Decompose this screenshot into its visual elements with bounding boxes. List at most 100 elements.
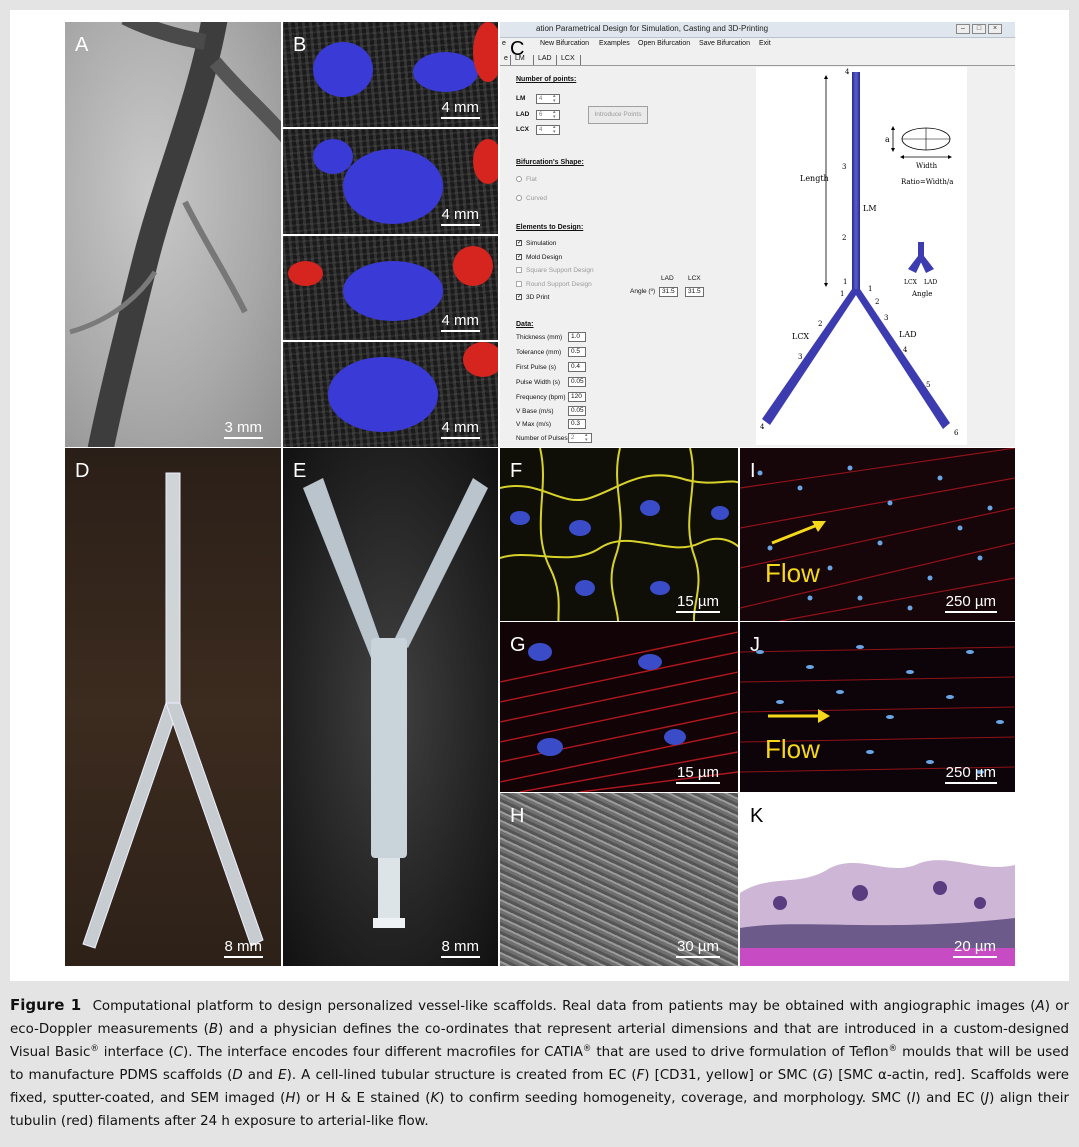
scalebar-i: 250 µm	[944, 594, 997, 613]
panel-letter-g: G	[510, 634, 526, 656]
tab-lad[interactable]: LAD	[533, 55, 552, 65]
panel-b-doppler-4: 4 mm	[283, 342, 498, 447]
data-input-pulse-width[interactable]: 0.05	[568, 377, 586, 387]
checkbox-square-support-label: Square Support Design	[526, 267, 594, 274]
menu-exit[interactable]: Exit	[759, 40, 771, 47]
checkbox-square-support[interactable]	[516, 267, 522, 273]
lcx-point-1: 1	[840, 290, 844, 298]
panel-letter-f: F	[510, 460, 523, 482]
tab-divider	[580, 55, 585, 65]
menu-new-bifurcation[interactable]: New Bifurcation	[540, 40, 590, 47]
angle-lad-input[interactable]: 31.5	[659, 287, 678, 297]
tab-lcx[interactable]: LCX	[556, 55, 575, 65]
bifurcation-canvas: Length LM LAD LCX 4 3 2 1 1 2 3 4 1 2 3 …	[756, 67, 967, 445]
radio-curved[interactable]	[516, 195, 522, 201]
label-lad: LAD	[899, 330, 917, 339]
close-button[interactable]: ×	[988, 24, 1002, 34]
label-a: a	[885, 135, 890, 144]
lad-point-5: 5	[926, 381, 930, 389]
panel-letter-c: C	[510, 38, 525, 60]
angle-label: Angle (º)	[630, 288, 656, 295]
figure-label: Figure 1	[10, 996, 82, 1014]
he-stain-image	[740, 860, 1015, 966]
bifurcation-diagram: Length LM LAD LCX 4 3 2 1 1 2 3 4 1 2 3 …	[760, 68, 959, 437]
scaffold-e-image	[303, 478, 488, 928]
lcx-point-4: 4	[760, 423, 765, 431]
data-input-tolerance[interactable]: 0.5	[568, 347, 586, 357]
checkbox-3d-print[interactable]: ✓	[516, 294, 523, 300]
panel-j-ec-flow: J Flow 250 µm	[740, 622, 1015, 792]
checkbox-3d-print-label: 3D Print	[526, 294, 550, 301]
lcx-branch	[762, 289, 860, 425]
data-input-thickness[interactable]: 1.0	[568, 332, 586, 342]
data-spinner-number-of-pulses[interactable]: 2	[568, 433, 592, 443]
angle-lcx-input[interactable]: 31.5	[685, 287, 704, 297]
label-lcx: LCX	[792, 332, 809, 341]
panel-letter-h: H	[510, 805, 525, 827]
lad-branch	[852, 289, 950, 429]
lm-branch	[852, 72, 860, 292]
points-label-lm: LM	[516, 95, 526, 102]
menu-examples[interactable]: Examples	[599, 40, 630, 47]
data-label-pulse-width: Pulse Width (s)	[516, 379, 561, 386]
panel-letter-i: I	[750, 460, 756, 482]
figure-caption: Figure 1 Computational platform to desig…	[10, 996, 1070, 1129]
scalebar-b-1: 4 mm	[440, 100, 480, 119]
flow-label-i: Flow	[765, 558, 820, 588]
scalebar-a: 3 mm	[223, 420, 263, 439]
introduce-points-button[interactable]: Introduce Points	[588, 106, 648, 124]
data-label-tolerance: Tolerance (mm)	[516, 349, 562, 356]
lad-point-6: 6	[954, 429, 959, 437]
points-spinner-lcx[interactable]: 4	[536, 125, 560, 135]
checkbox-round-support[interactable]	[516, 281, 522, 287]
menu-item-partial[interactable]: e	[502, 40, 506, 47]
data-input-v-max[interactable]: 0.3	[568, 419, 586, 429]
panel-b-doppler-3: 4 mm	[283, 236, 498, 340]
tab-partial[interactable]: e	[504, 55, 508, 62]
data-input-frequency[interactable]: 120	[568, 392, 586, 402]
section-bifurcation-shape: Bifurcation's Shape:	[516, 159, 584, 166]
scalebar-b-2: 4 mm	[440, 207, 480, 226]
data-input-first-pulse[interactable]: 0.4	[568, 362, 586, 372]
data-input-v-base[interactable]: 0.05	[568, 406, 586, 416]
menu-save-bifurcation[interactable]: Save Bifurcation	[699, 40, 750, 47]
label-width: Width	[916, 162, 938, 170]
minimize-button[interactable]: –	[956, 24, 970, 34]
data-label-frequency: Frequency (bpm)	[516, 394, 566, 401]
section-elements-to-design: Elements to Design:	[516, 224, 584, 231]
checkbox-simulation[interactable]: ✓	[516, 240, 523, 246]
angle-column-lcx: LCX	[688, 275, 701, 282]
maximize-button[interactable]: □	[972, 24, 986, 34]
lm-point-2: 2	[842, 234, 846, 242]
tab-lm[interactable]: LM	[510, 55, 525, 65]
lm-point-3: 3	[842, 163, 846, 171]
lcx-point-2: 2	[818, 320, 822, 328]
panel-letter-d: D	[75, 460, 90, 482]
panel-letter-j: J	[750, 634, 760, 656]
flow-label-j: Flow	[765, 734, 820, 764]
panel-f-ec-staining: F 15 µm	[500, 448, 738, 621]
checkbox-mold-design[interactable]: ✓	[516, 254, 523, 260]
panel-k-he-stain: K 20 µm	[740, 793, 1015, 966]
panel-e-scaffold: E 8 mm	[283, 448, 498, 966]
angiogram-image	[69, 22, 281, 447]
radio-flat[interactable]	[516, 176, 522, 182]
points-spinner-lm[interactable]: 4	[536, 94, 560, 104]
points-label-lcx: LCX	[516, 126, 529, 133]
lad-point-2: 2	[875, 298, 879, 306]
scalebar-k: 20 µm	[953, 939, 997, 958]
menu-open-bifurcation[interactable]: Open Bifurcation	[638, 40, 691, 47]
panel-letter-k: K	[750, 805, 764, 827]
scalebar-f: 15 µm	[676, 594, 720, 613]
window-title: ation Parametrical Design for Simulation…	[536, 24, 769, 33]
window-titlebar: ation Parametrical Design for Simulation…	[500, 22, 1015, 38]
points-label-lad: LAD	[516, 111, 530, 118]
data-label-v-base: V Base (m/s)	[516, 408, 554, 415]
panel-letter-a: A	[75, 34, 89, 56]
lad-point-4: 4	[903, 346, 908, 354]
lad-point-1: 1	[868, 285, 872, 293]
checkbox-round-support-label: Round Support Design	[526, 281, 592, 288]
data-label-first-pulse: First Pulse (s)	[516, 364, 557, 371]
scalebar-b-4: 4 mm	[440, 420, 480, 439]
points-spinner-lad[interactable]: 6	[536, 110, 560, 120]
